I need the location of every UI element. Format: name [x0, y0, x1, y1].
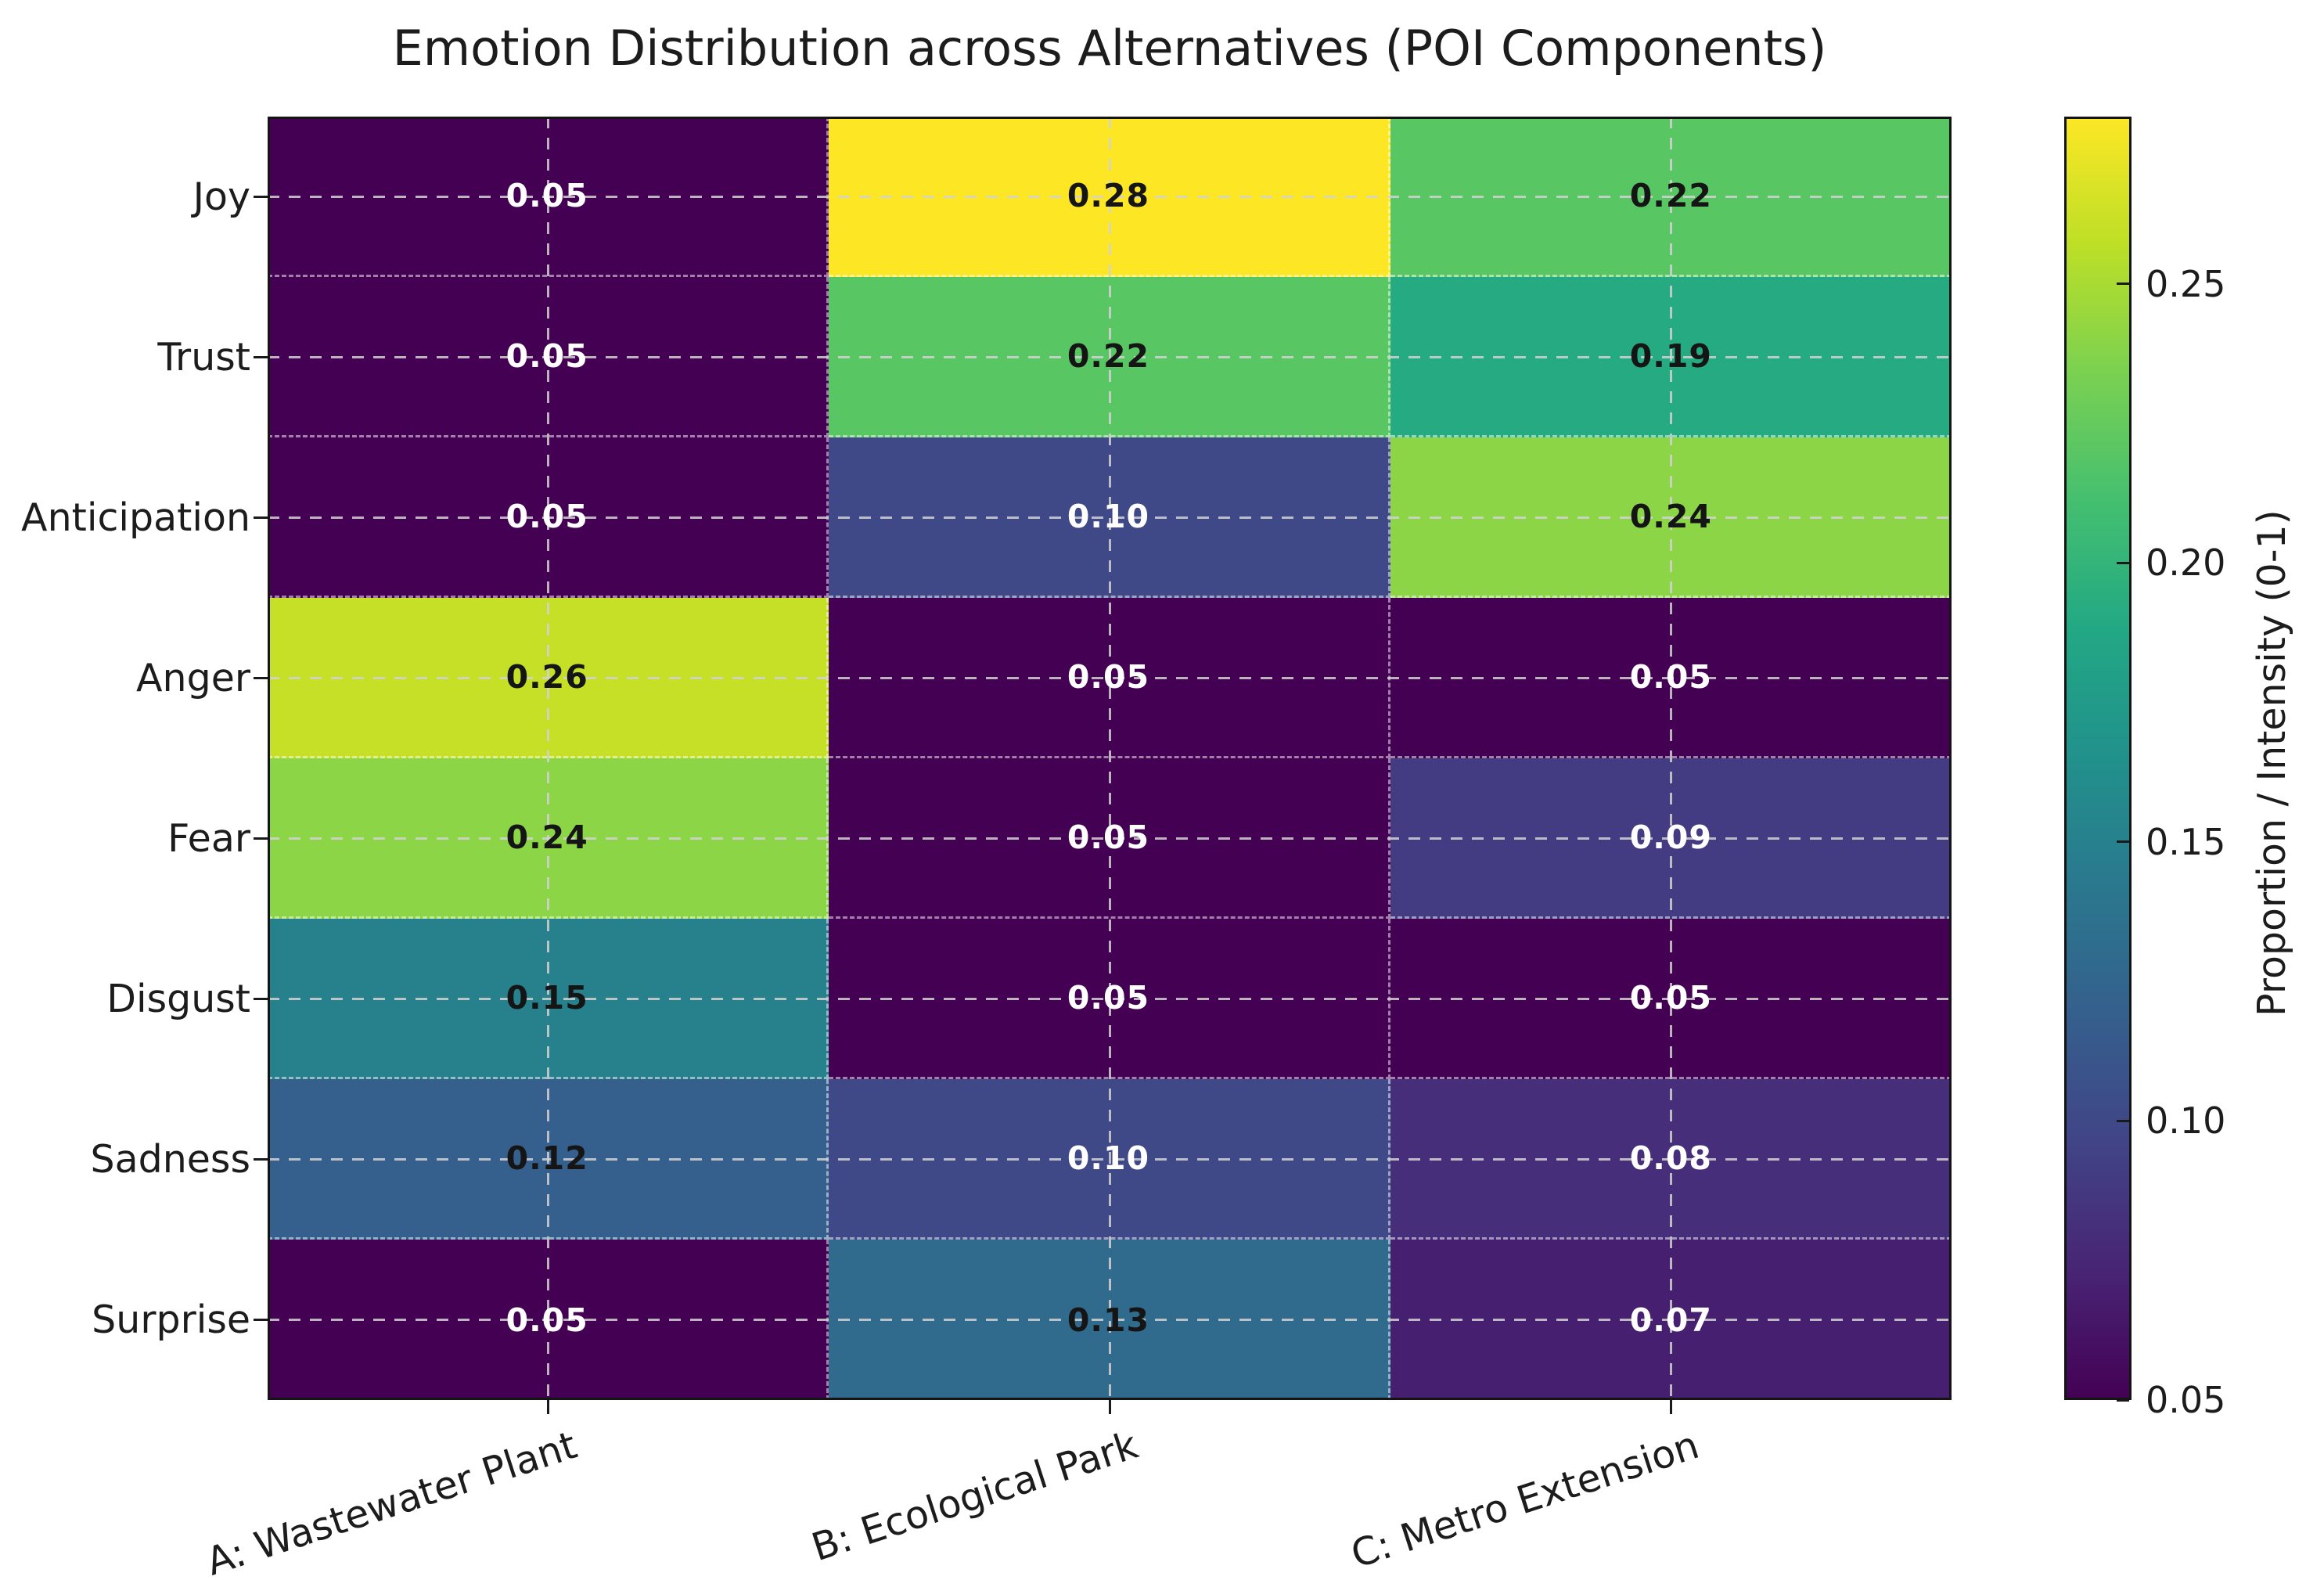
heatmap-cell: 0.15	[268, 919, 829, 1079]
heatmap-cell: 0.22	[829, 277, 1390, 437]
cell-value: 0.05	[505, 498, 588, 535]
cell-value: 0.10	[1067, 498, 1150, 535]
cell-value: 0.05	[505, 1301, 588, 1339]
cell-value: 0.24	[1629, 498, 1712, 535]
heatmap-cell: 0.05	[268, 1240, 829, 1400]
colorbar-gradient	[2064, 117, 2132, 1400]
heatmap-cell: 0.05	[829, 758, 1390, 919]
colorbar-tick-label: 0.25	[2146, 262, 2226, 305]
cell-value: 0.05	[1067, 979, 1150, 1017]
cell-value: 0.12	[505, 1139, 588, 1177]
cell-value: 0.09	[1629, 819, 1712, 856]
y-tick-label: Anger	[136, 655, 250, 700]
x-tick-label: A: Wastewater Plant	[200, 1422, 582, 1580]
heatmap-cell: 0.13	[829, 1240, 1390, 1400]
heatmap-cell: 0.05	[268, 277, 829, 437]
cell-value: 0.05	[1067, 819, 1150, 856]
heatmap-cell: 0.05	[268, 117, 829, 277]
y-tick-label: Disgust	[106, 976, 250, 1021]
cell-value: 0.19	[1629, 337, 1712, 375]
heatmap-cell: 0.22	[1390, 117, 1952, 277]
heatmap-axes: 0.05 0.28 0.22 0.05 0.22 0.19 0.05 0.10 0.24 0.26…	[268, 117, 1952, 1400]
colorbar-tick-mark	[2117, 1398, 2129, 1402]
y-tick-label: Fear	[167, 815, 250, 861]
cell-value: 0.28	[1067, 177, 1150, 214]
heatmap-cell: 0.08	[1390, 1079, 1952, 1240]
colorbar	[2064, 117, 2132, 1400]
y-tick-mark	[254, 1319, 268, 1321]
colorbar-tick-mark	[2117, 283, 2129, 286]
chart-title: Emotion Distribution across Alternatives…	[392, 20, 1827, 77]
y-tick-mark	[254, 356, 268, 358]
y-tick-label: Surprise	[92, 1297, 250, 1342]
y-tick-mark	[254, 998, 268, 1000]
heatmap-cell: 0.05	[1390, 919, 1952, 1079]
heatmap-cell: 0.24	[268, 758, 829, 919]
heatmap-cell: 0.09	[1390, 758, 1952, 919]
cell-value: 0.10	[1067, 1139, 1150, 1177]
heatmap-cell: 0.19	[1390, 277, 1952, 437]
colorbar-tick-mark	[2117, 1119, 2129, 1122]
colorbar-tick-mark	[2117, 561, 2129, 564]
cell-value: 0.05	[1629, 979, 1712, 1017]
cell-value: 0.26	[505, 658, 588, 696]
cell-value: 0.08	[1629, 1139, 1712, 1177]
x-tick-mark	[1669, 1400, 1672, 1414]
colorbar-tick-label: 0.20	[2146, 542, 2226, 585]
colorbar-tick-label: 0.10	[2146, 1100, 2226, 1143]
cell-value: 0.07	[1629, 1301, 1712, 1339]
cell-value: 0.05	[505, 337, 588, 375]
cell-value: 0.05	[505, 177, 588, 214]
y-tick-mark	[254, 196, 268, 198]
heatmap-cell-grid: 0.05 0.28 0.22 0.05 0.22 0.19 0.05 0.10 0.24 0.26…	[268, 117, 1952, 1400]
x-tick-mark	[1108, 1400, 1111, 1414]
heatmap-cell: 0.12	[268, 1079, 829, 1240]
y-tick-mark	[254, 516, 268, 519]
y-tick-mark	[254, 1158, 268, 1161]
cell-value: 0.05	[1067, 658, 1150, 696]
heatmap-cell: 0.05	[268, 437, 829, 598]
heatmap-cell: 0.05	[829, 598, 1390, 758]
y-tick-label: Joy	[192, 174, 250, 219]
heatmap-cell: 0.05	[1390, 598, 1952, 758]
y-tick-mark	[254, 837, 268, 840]
colorbar-tick-label: 0.15	[2146, 820, 2226, 863]
colorbar-label: Proportion / Intensity (0-1)	[2250, 509, 2294, 1017]
heatmap-cell: 0.28	[829, 117, 1390, 277]
cell-value: 0.13	[1067, 1301, 1150, 1339]
heatmap-cell: 0.07	[1390, 1240, 1952, 1400]
heatmap-cell: 0.05	[829, 919, 1390, 1079]
y-tick-label: Anticipation	[21, 495, 250, 540]
y-tick-label: Sadness	[90, 1136, 251, 1182]
cell-value: 0.15	[505, 979, 588, 1017]
cell-value: 0.22	[1629, 177, 1712, 214]
cell-value: 0.05	[1629, 658, 1712, 696]
y-tick-label: Trust	[157, 334, 250, 380]
x-tick-mark	[547, 1400, 550, 1414]
heatmap-cell: 0.10	[829, 1079, 1390, 1240]
colorbar-tick-label: 0.05	[2146, 1379, 2226, 1421]
heatmap-cell: 0.24	[1390, 437, 1952, 598]
y-tick-mark	[254, 677, 268, 679]
heatmap-cell: 0.10	[829, 437, 1390, 598]
cell-value: 0.22	[1067, 337, 1150, 375]
cell-value: 0.24	[505, 819, 588, 856]
colorbar-tick-mark	[2117, 840, 2129, 844]
heatmap-cell: 0.26	[268, 598, 829, 758]
